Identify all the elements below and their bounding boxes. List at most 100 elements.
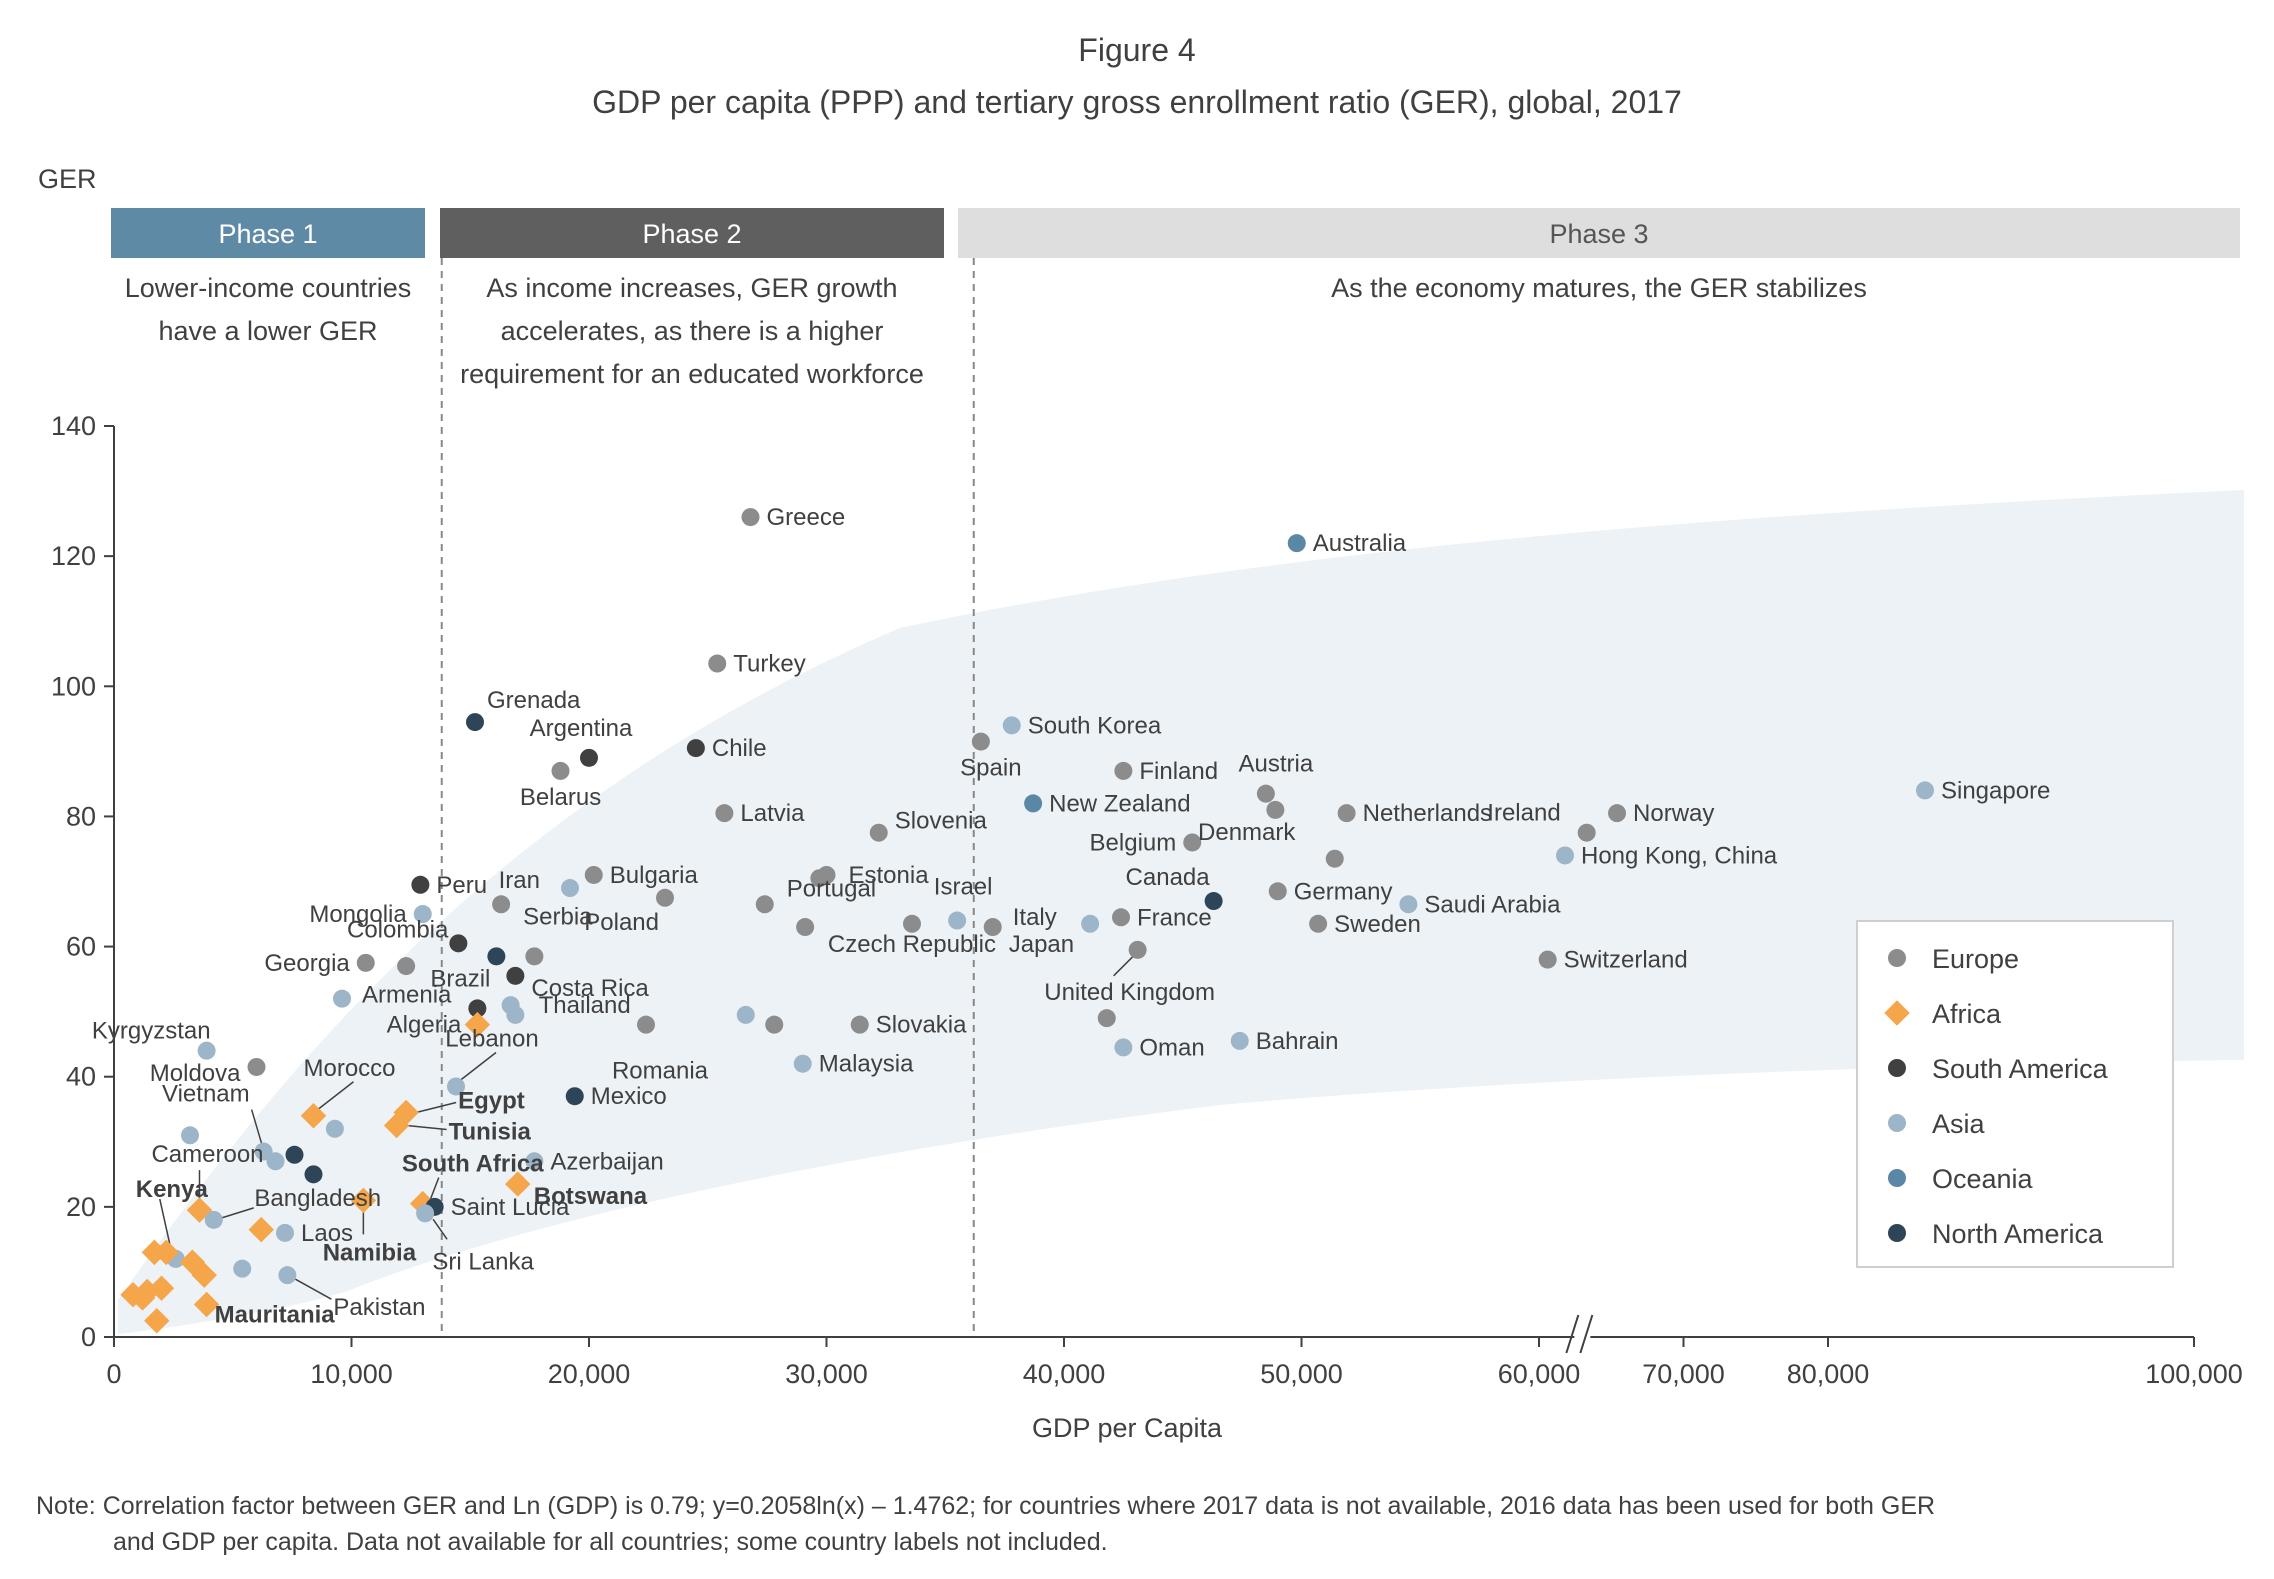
point-europe[interactable] <box>1112 908 1130 927</box>
point-europe[interactable] <box>1325 849 1344 868</box>
point-south-america[interactable] <box>686 739 705 758</box>
point-asia[interactable] <box>266 1152 285 1171</box>
point-europe[interactable] <box>397 957 416 976</box>
point-europe[interactable] <box>971 732 990 751</box>
point-asia[interactable] <box>197 1041 216 1060</box>
point-europe[interactable] <box>983 918 1002 937</box>
point-asia[interactable] <box>278 1266 297 1285</box>
point-label: Thailand <box>539 992 631 1019</box>
point-europe[interactable] <box>708 654 727 673</box>
point-asia[interactable] <box>1556 846 1575 865</box>
point-europe[interactable] <box>356 953 375 972</box>
point-europe[interactable] <box>765 1015 784 1034</box>
legend-entry-asia[interactable]: Asia <box>1932 1109 1986 1139</box>
point-asia[interactable] <box>333 989 351 1008</box>
point-label: Algeria <box>387 1012 462 1039</box>
point-europe[interactable] <box>1268 882 1287 901</box>
point-south-america[interactable] <box>449 934 468 953</box>
point-europe[interactable] <box>656 888 674 907</box>
point-europe[interactable] <box>1577 823 1596 842</box>
legend-entry-north-america[interactable]: North America <box>1932 1219 2104 1249</box>
point-europe[interactable] <box>492 895 511 914</box>
point-europe[interactable] <box>525 947 544 966</box>
point-asia[interactable] <box>416 1204 435 1223</box>
point-oceania[interactable] <box>1287 534 1306 553</box>
point-asia[interactable] <box>1002 716 1021 735</box>
point-north-america[interactable] <box>1204 892 1223 911</box>
point-north-america[interactable] <box>487 947 506 966</box>
legend-entry-south-america[interactable]: South America <box>1932 1054 2109 1084</box>
point-asia[interactable] <box>413 905 432 924</box>
point-label: Australia <box>1313 530 1407 557</box>
legend-entry-africa[interactable]: Africa <box>1932 999 2002 1029</box>
point-asia[interactable] <box>525 1152 544 1171</box>
point-europe[interactable] <box>637 1015 655 1034</box>
point-label: Canada <box>1126 864 1211 891</box>
point-south-america[interactable] <box>580 748 598 767</box>
point-asia[interactable] <box>506 1005 525 1024</box>
point-asia[interactable] <box>1081 914 1100 933</box>
y-tick-label: 0 <box>81 1322 96 1352</box>
point-europe[interactable] <box>869 823 888 842</box>
point-europe[interactable] <box>1538 950 1557 969</box>
point-asia[interactable] <box>1915 781 1934 800</box>
point-north-america[interactable] <box>304 1165 323 1184</box>
note-prefix: Note: <box>36 1492 96 1520</box>
axis-break-mark <box>1579 1314 1594 1354</box>
point-label: Armenia <box>362 982 452 1009</box>
point-europe[interactable] <box>1309 914 1328 933</box>
phase-2-description-line: accelerates, as there is a higher <box>501 316 884 346</box>
point-south-america[interactable] <box>468 999 487 1018</box>
point-asia[interactable] <box>181 1126 199 1145</box>
y-tick-label: 60 <box>66 932 96 962</box>
point-north-america[interactable] <box>565 1087 584 1106</box>
point-asia[interactable] <box>1114 1038 1133 1057</box>
point-asia[interactable] <box>1399 895 1418 914</box>
point-label: Ireland <box>1487 800 1560 827</box>
point-asia[interactable] <box>736 1005 755 1024</box>
point-asia[interactable] <box>254 1142 273 1161</box>
point-europe[interactable] <box>1097 1009 1116 1028</box>
point-europe[interactable] <box>741 508 760 527</box>
point-asia[interactable] <box>948 911 967 930</box>
point-africa[interactable] <box>464 1011 491 1038</box>
point-europe[interactable] <box>755 895 774 914</box>
point-asia[interactable] <box>447 1077 465 1096</box>
leader-line <box>432 1218 448 1240</box>
point-europe[interactable] <box>1608 804 1627 823</box>
point-asia[interactable] <box>276 1223 294 1242</box>
point-europe[interactable] <box>796 918 815 937</box>
point-north-america[interactable] <box>466 713 484 732</box>
point-europe[interactable] <box>1256 784 1275 803</box>
point-label: Peru <box>436 872 487 899</box>
point-asia[interactable] <box>793 1054 812 1073</box>
legend-entry-europe[interactable]: Europe <box>1932 944 2019 974</box>
point-south-america[interactable] <box>411 875 430 894</box>
point-europe[interactable] <box>1128 940 1147 959</box>
point-europe[interactable] <box>715 804 734 823</box>
point-asia[interactable] <box>325 1119 344 1138</box>
point-europe[interactable] <box>1266 800 1285 819</box>
x-tick-label: 10,000 <box>310 1359 393 1389</box>
x-tick-label: 30,000 <box>785 1359 868 1389</box>
point-europe[interactable] <box>1337 804 1356 823</box>
legend-entry-oceania[interactable]: Oceania <box>1932 1164 2034 1194</box>
point-asia[interactable] <box>233 1259 252 1278</box>
point-europe[interactable] <box>584 865 603 884</box>
point-europe[interactable] <box>1114 761 1133 780</box>
point-europe[interactable] <box>850 1015 869 1034</box>
point-label: Morocco <box>303 1055 395 1082</box>
point-europe[interactable] <box>247 1057 266 1076</box>
point-label: United Kingdom <box>1044 979 1215 1006</box>
point-north-america[interactable] <box>285 1145 304 1164</box>
point-asia[interactable] <box>1230 1031 1249 1050</box>
point-europe[interactable] <box>1183 833 1202 852</box>
point-asia[interactable] <box>204 1210 223 1229</box>
point-europe[interactable] <box>551 761 570 780</box>
legend-marker-north-america <box>1888 1224 1906 1242</box>
point-oceania[interactable] <box>1024 794 1043 813</box>
point-europe[interactable] <box>903 914 921 933</box>
point-europe[interactable] <box>810 869 829 888</box>
point-south-america[interactable] <box>506 966 525 985</box>
point-asia[interactable] <box>561 879 579 898</box>
